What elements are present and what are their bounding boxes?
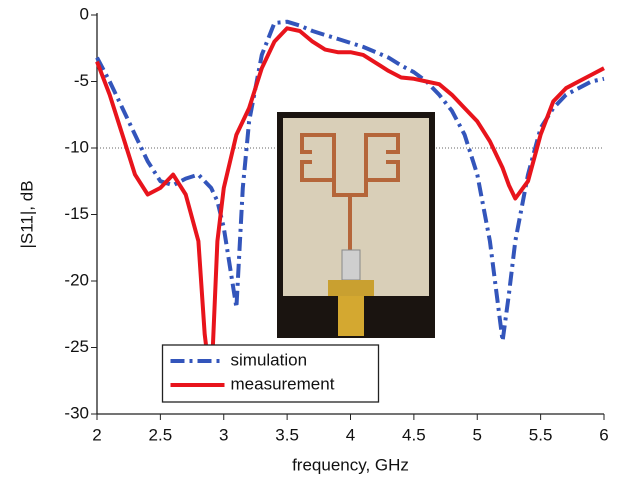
y-tick-label: -25 (64, 337, 89, 356)
y-tick-label: -20 (64, 270, 89, 289)
x-tick-label: 5 (473, 425, 482, 444)
connector-flange (328, 280, 374, 296)
x-tick-label: 2.5 (149, 425, 173, 444)
antenna-trace (300, 133, 400, 260)
x-tick-label: 6 (599, 425, 608, 444)
y-tick-label: -10 (64, 137, 89, 156)
y-tick-label: -5 (74, 71, 89, 90)
x-tick-label: 4 (346, 425, 355, 444)
y-tick-label: -30 (64, 403, 89, 422)
x-tick-label: 3 (219, 425, 228, 444)
connector-pin (341, 249, 361, 281)
x-tick-label: 5.5 (529, 425, 553, 444)
series-line (95, 26, 605, 390)
connector-body (338, 296, 364, 336)
y-axis-label: |S11|, dB (17, 180, 36, 248)
legend-label: simulation (231, 350, 308, 369)
inset-photo (277, 112, 435, 338)
x-tick-label: 2 (92, 425, 101, 444)
x-axis-label: frequency, GHz (292, 455, 409, 474)
legend-box (161, 344, 380, 403)
legend: simulation measurement (161, 344, 380, 403)
y-tick-label: 0 (80, 4, 89, 23)
x-tick-label: 4.5 (402, 425, 426, 444)
legend-label: measurement (231, 374, 335, 393)
y-tick-label: -15 (64, 204, 89, 223)
series-line (95, 19, 605, 343)
x-tick-label: 3.5 (275, 425, 299, 444)
